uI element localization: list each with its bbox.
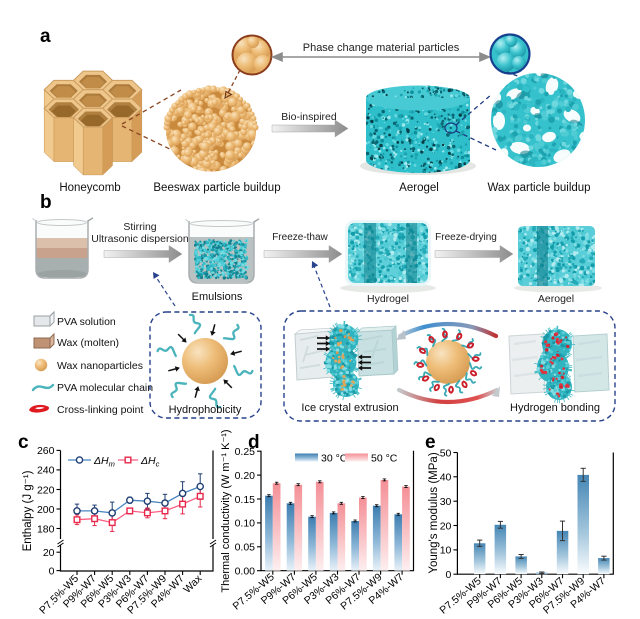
svg-text:e: e bbox=[425, 432, 436, 453]
svg-text:Enthalpy (J g⁻¹): Enthalpy (J g⁻¹) bbox=[22, 470, 34, 551]
svg-text:Emulsions: Emulsions bbox=[192, 291, 243, 303]
svg-text:0: 0 bbox=[446, 569, 452, 581]
svg-text:0.10: 0.10 bbox=[235, 518, 256, 530]
svg-text:20: 20 bbox=[440, 520, 452, 532]
svg-text:40: 40 bbox=[440, 472, 452, 484]
svg-text:240: 240 bbox=[37, 465, 55, 477]
svg-text:0.05: 0.05 bbox=[235, 542, 256, 554]
svg-text:260: 260 bbox=[37, 445, 55, 457]
svg-text:Hydrogen bonding: Hydrogen bonding bbox=[510, 402, 600, 414]
svg-text:220: 220 bbox=[37, 484, 55, 496]
svg-text:50: 50 bbox=[440, 447, 452, 459]
svg-text:0.00: 0.00 bbox=[235, 566, 256, 578]
svg-text:Bio-inspired: Bio-inspired bbox=[281, 111, 337, 123]
svg-text:Freeze-thaw: Freeze-thaw bbox=[272, 232, 328, 243]
svg-text:Beeswax particle buildup: Beeswax particle buildup bbox=[153, 182, 280, 194]
svg-text:Ice crystal extrusion: Ice crystal extrusion bbox=[301, 402, 398, 414]
svg-text:Phase change material particle: Phase change material particles bbox=[303, 42, 460, 54]
svg-text:30: 30 bbox=[440, 496, 452, 508]
svg-text:20: 20 bbox=[43, 547, 55, 559]
svg-text:180: 180 bbox=[37, 523, 55, 535]
svg-text:a: a bbox=[40, 26, 51, 47]
svg-text:Young's modulus (MPa): Young's modulus (MPa) bbox=[428, 452, 440, 573]
svg-text:d: d bbox=[248, 432, 260, 453]
svg-text:Hydrophobicity: Hydrophobicity bbox=[169, 404, 242, 416]
svg-text:Wax nanoparticles: Wax nanoparticles bbox=[57, 360, 143, 372]
svg-text:0.15: 0.15 bbox=[235, 494, 256, 506]
svg-text:ΔHc: ΔHc bbox=[140, 455, 160, 469]
svg-text:200: 200 bbox=[37, 504, 55, 516]
svg-text:50 °C: 50 °C bbox=[371, 453, 398, 465]
svg-text:Aerogel: Aerogel bbox=[399, 182, 439, 194]
svg-text:Honeycomb: Honeycomb bbox=[59, 182, 120, 194]
svg-text:Wax (molten): Wax (molten) bbox=[57, 337, 119, 349]
svg-text:30 °C: 30 °C bbox=[321, 453, 348, 465]
svg-text:Thermal conductivity (W m⁻¹ K⁻: Thermal conductivity (W m⁻¹ K⁻¹) bbox=[220, 429, 232, 592]
svg-text:Ultrasonic dispersion: Ultrasonic dispersion bbox=[91, 233, 189, 245]
svg-text:0.20: 0.20 bbox=[235, 470, 256, 482]
svg-text:Aerogel: Aerogel bbox=[538, 293, 574, 305]
svg-text:0: 0 bbox=[49, 565, 55, 577]
svg-text:b: b bbox=[40, 192, 52, 213]
svg-text:Cross-linking point: Cross-linking point bbox=[57, 404, 143, 416]
svg-text:Freeze-drying: Freeze-drying bbox=[435, 232, 497, 243]
svg-text:c: c bbox=[18, 432, 29, 453]
svg-text:Wax particle buildup: Wax particle buildup bbox=[487, 182, 590, 194]
svg-text:PVA molecular chain: PVA molecular chain bbox=[57, 382, 153, 394]
svg-text:Hydrogel: Hydrogel bbox=[367, 293, 409, 305]
svg-text:10: 10 bbox=[440, 545, 452, 557]
svg-text:0.25: 0.25 bbox=[235, 446, 256, 458]
svg-text:Stirring: Stirring bbox=[123, 221, 156, 233]
svg-text:PVA solution: PVA solution bbox=[57, 316, 116, 328]
